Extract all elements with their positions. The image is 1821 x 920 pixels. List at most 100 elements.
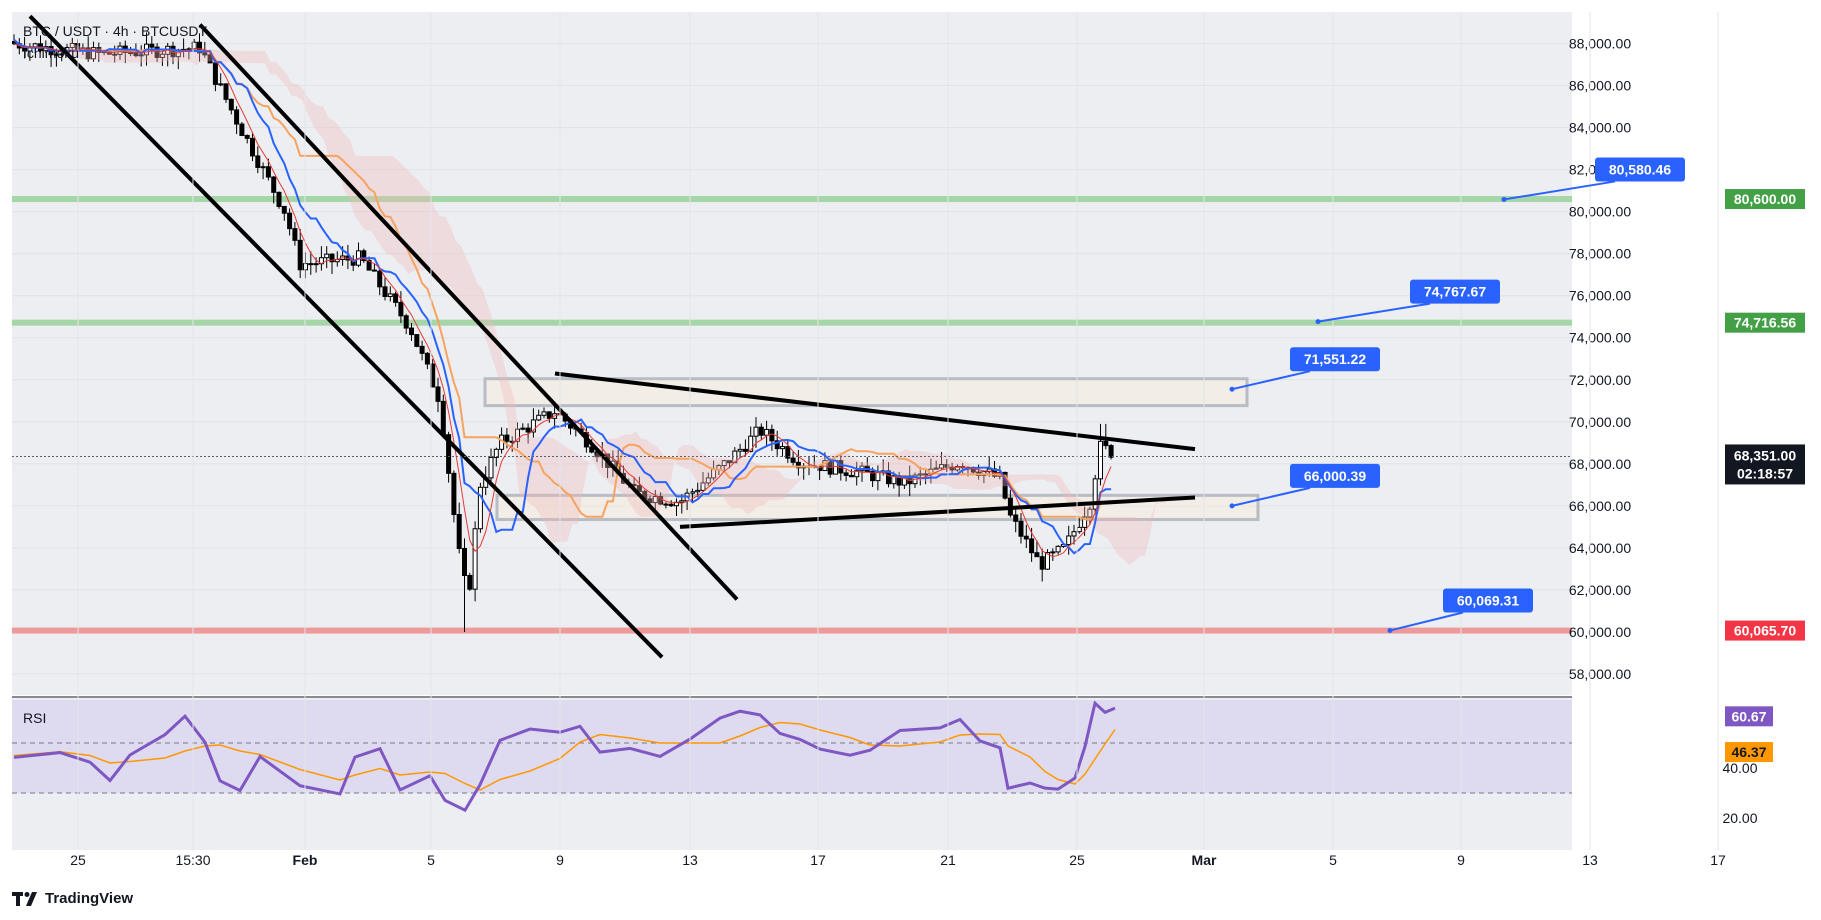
time-axis-label[interactable]: 21 bbox=[940, 852, 956, 868]
candle-body[interactable] bbox=[244, 134, 250, 139]
rsi-axis-label[interactable]: 20.00 bbox=[1722, 810, 1757, 826]
candle-body[interactable] bbox=[668, 503, 674, 507]
price-axis-label[interactable]: 86,000.00 bbox=[1569, 78, 1631, 94]
candle-body[interactable] bbox=[1039, 556, 1045, 570]
candle-body[interactable] bbox=[329, 253, 335, 263]
candle-body[interactable] bbox=[138, 54, 144, 57]
candle-body[interactable] bbox=[493, 448, 499, 458]
candle-body[interactable] bbox=[440, 400, 446, 436]
price-axis-label[interactable]: 78,000.00 bbox=[1569, 246, 1631, 262]
candle-body[interactable] bbox=[133, 52, 139, 57]
candle-body[interactable] bbox=[679, 500, 685, 503]
candle-body[interactable] bbox=[398, 301, 404, 317]
candle-body[interactable] bbox=[403, 315, 409, 329]
time-axis-label[interactable]: 5 bbox=[427, 852, 435, 868]
time-axis-label[interactable]: Feb bbox=[293, 852, 318, 868]
callout-label[interactable]: 71,551.22 bbox=[1304, 351, 1366, 367]
callout-label[interactable]: 66,000.39 bbox=[1304, 468, 1366, 484]
candle-body[interactable] bbox=[1092, 478, 1098, 510]
candle-body[interactable] bbox=[705, 477, 711, 484]
time-axis-label[interactable]: 9 bbox=[1457, 852, 1465, 868]
rsi-value-tag[interactable] bbox=[1725, 706, 1773, 727]
price-axis-label[interactable]: 88,000.00 bbox=[1569, 36, 1631, 52]
candle-body[interactable] bbox=[250, 137, 255, 157]
candle-body[interactable] bbox=[689, 491, 695, 494]
symbol-title[interactable]: BTC / USDT · 4h · BTCUSDT bbox=[23, 23, 208, 39]
candle-body[interactable] bbox=[260, 166, 266, 169]
time-axis-label[interactable]: 5 bbox=[1329, 852, 1337, 868]
candle-body[interactable] bbox=[202, 52, 208, 56]
callout-badge[interactable] bbox=[1443, 588, 1533, 613]
candle-body[interactable] bbox=[424, 352, 430, 365]
time-axis-label[interactable]: 25 bbox=[1069, 852, 1085, 868]
time-axis-label[interactable]: Mar bbox=[1192, 852, 1217, 868]
candle-body[interactable] bbox=[297, 239, 303, 271]
rsi-title[interactable]: RSI bbox=[23, 710, 46, 726]
candle-body[interactable] bbox=[854, 470, 860, 478]
candle-body[interactable] bbox=[69, 43, 75, 48]
rsi-value-label[interactable]: 60.67 bbox=[1731, 708, 1766, 724]
candle-body[interactable] bbox=[446, 434, 452, 474]
candle-body[interactable] bbox=[255, 155, 261, 168]
rsi-ma-tag[interactable] bbox=[1725, 742, 1773, 763]
level-line-support[interactable] bbox=[12, 196, 1572, 203]
candle-body[interactable] bbox=[954, 466, 960, 471]
level-price-label[interactable]: 80,600.00 bbox=[1734, 191, 1796, 207]
candle-body[interactable] bbox=[382, 286, 388, 297]
price-axis-label[interactable]: 76,000.00 bbox=[1569, 288, 1631, 304]
candle-body[interactable] bbox=[769, 428, 775, 442]
candle-body[interactable] bbox=[451, 472, 457, 516]
triangle-upper-trendline[interactable] bbox=[554, 371, 1196, 452]
candle-body[interactable] bbox=[387, 293, 393, 297]
price-axis-label[interactable]: 64,000.00 bbox=[1569, 540, 1631, 556]
candle-body[interactable] bbox=[292, 228, 298, 241]
countdown-label[interactable]: 02:18:57 bbox=[1737, 465, 1793, 481]
candle-body[interactable] bbox=[647, 498, 653, 504]
candle-body[interactable] bbox=[393, 293, 399, 303]
candle-body[interactable] bbox=[1103, 440, 1109, 447]
candle-body[interactable] bbox=[191, 41, 197, 50]
level-line-resistance[interactable] bbox=[12, 627, 1572, 634]
candle-body[interactable] bbox=[409, 327, 414, 336]
candle-body[interactable] bbox=[589, 446, 595, 453]
ichimoku-cloud[interactable] bbox=[69, 39, 1167, 566]
resistance-zone[interactable] bbox=[483, 377, 1249, 408]
candle-body[interactable] bbox=[91, 47, 96, 60]
candle-body[interactable] bbox=[265, 166, 271, 178]
candle-body[interactable] bbox=[53, 53, 59, 56]
current-price-tag[interactable] bbox=[1725, 444, 1805, 485]
price-axis-label[interactable]: 68,000.00 bbox=[1569, 456, 1631, 472]
candle-body[interactable] bbox=[467, 574, 473, 590]
candle-body[interactable] bbox=[848, 474, 854, 478]
candle-body[interactable] bbox=[525, 427, 531, 433]
candle-body[interactable] bbox=[218, 83, 224, 86]
candle-body[interactable] bbox=[891, 475, 897, 485]
candle-body[interactable] bbox=[435, 386, 441, 402]
level-price-tag[interactable] bbox=[1725, 189, 1805, 210]
candle-body[interactable] bbox=[636, 485, 642, 492]
candle-body[interactable] bbox=[377, 270, 383, 288]
candle-body[interactable] bbox=[764, 428, 770, 436]
level-price-label[interactable]: 74,716.56 bbox=[1734, 315, 1796, 331]
rsi-axis-label[interactable]: 40.00 bbox=[1722, 760, 1757, 776]
callout-badge[interactable] bbox=[1290, 463, 1380, 488]
candle-body[interactable] bbox=[276, 191, 282, 207]
tenkan-line[interactable] bbox=[13, 38, 1112, 555]
candle-body[interactable] bbox=[886, 470, 891, 485]
candle-body[interactable] bbox=[1013, 514, 1019, 522]
candle-body[interactable] bbox=[520, 427, 526, 430]
candle-body[interactable] bbox=[239, 123, 245, 136]
level-price-label[interactable]: 60,065.70 bbox=[1734, 623, 1796, 639]
candle-body[interactable] bbox=[509, 440, 515, 443]
callout-label[interactable]: 60,069.31 bbox=[1457, 592, 1519, 608]
candle-body[interactable] bbox=[366, 260, 372, 271]
level-line-support[interactable] bbox=[12, 319, 1572, 326]
rsi-ma-label[interactable]: 46.37 bbox=[1731, 744, 1766, 760]
callout-anchor[interactable] bbox=[1229, 503, 1235, 509]
candle-body[interactable] bbox=[414, 334, 420, 347]
level-price-tag[interactable] bbox=[1725, 620, 1805, 641]
candle-body[interactable] bbox=[748, 435, 754, 452]
candle-body[interactable] bbox=[536, 414, 542, 421]
candle-body[interactable] bbox=[85, 47, 91, 60]
time-axis-label[interactable]: 13 bbox=[1582, 852, 1598, 868]
